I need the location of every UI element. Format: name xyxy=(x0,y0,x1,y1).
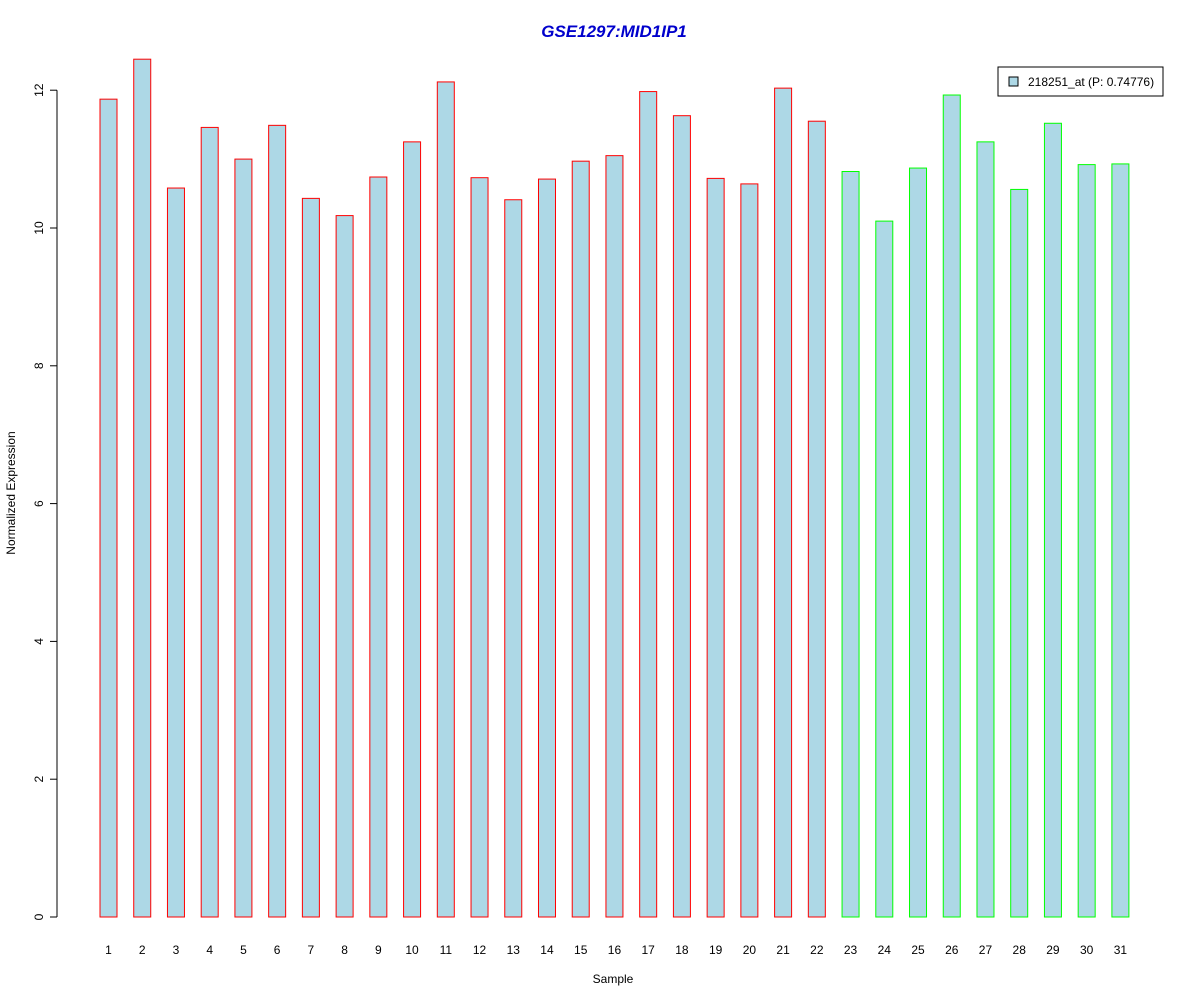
bar-sample-3 xyxy=(166,187,185,918)
y-tick-label: 6 xyxy=(32,500,46,507)
y-axis: 0 2 4 6 8 10 12 xyxy=(32,83,58,920)
x-tick-label: 23 xyxy=(844,943,858,957)
x-tick-label: 7 xyxy=(308,943,315,957)
bar-sample-25 xyxy=(909,167,928,918)
x-tick-label: 2 xyxy=(139,943,146,957)
legend-entry-label: 218251_at (P: 0.74776) xyxy=(1028,75,1154,89)
bar-sample-15 xyxy=(571,160,590,918)
x-tick-label: 5 xyxy=(240,943,247,957)
x-tick-label: 30 xyxy=(1080,943,1094,957)
bar-sample-2 xyxy=(133,58,152,918)
bar-sample-10 xyxy=(403,141,422,918)
bars xyxy=(99,58,1130,918)
legend: 218251_at (P: 0.74776) xyxy=(997,66,1164,97)
x-tick-label: 26 xyxy=(945,943,959,957)
x-axis-label: Sample xyxy=(593,972,634,986)
x-tick-label: 3 xyxy=(173,943,180,957)
bar-sample-8 xyxy=(335,215,354,918)
x-tick-label: 15 xyxy=(574,943,588,957)
bar-sample-1 xyxy=(99,98,118,918)
x-tick-label: 1 xyxy=(105,943,112,957)
x-tick-label: 10 xyxy=(405,943,419,957)
x-tick-label: 11 xyxy=(440,943,453,957)
bar-sample-21 xyxy=(774,87,793,918)
bar-sample-22 xyxy=(807,120,826,918)
x-tick-label: 14 xyxy=(540,943,554,957)
y-tick-label: 12 xyxy=(32,83,46,97)
x-tick-label: 16 xyxy=(608,943,622,957)
x-tick-label: 8 xyxy=(341,943,348,957)
bar-sample-13 xyxy=(504,199,523,918)
bar-sample-17 xyxy=(639,91,658,918)
x-tick-label: 4 xyxy=(206,943,213,957)
x-tick-label: 29 xyxy=(1046,943,1060,957)
y-tick-label: 8 xyxy=(32,362,46,369)
bar-sample-14 xyxy=(537,178,556,918)
bar-sample-6 xyxy=(268,124,287,918)
bar-sample-18 xyxy=(672,115,691,918)
bar-sample-20 xyxy=(740,183,759,918)
bar-sample-29 xyxy=(1043,122,1062,918)
bar-sample-11 xyxy=(436,81,455,918)
x-tick-label: 22 xyxy=(810,943,824,957)
x-tick-label: 20 xyxy=(743,943,757,957)
bar-sample-31 xyxy=(1111,163,1130,918)
x-tick-label: 17 xyxy=(642,943,656,957)
bar-sample-30 xyxy=(1077,164,1096,918)
legend-box xyxy=(997,66,1164,97)
bar-sample-28 xyxy=(1010,188,1029,918)
x-tick-label: 31 xyxy=(1114,943,1128,957)
bar-sample-27 xyxy=(976,141,995,918)
y-tick-label: 10 xyxy=(32,221,46,235)
x-tick-label: 6 xyxy=(274,943,281,957)
x-tick-label: 9 xyxy=(375,943,382,957)
bar-sample-9 xyxy=(369,176,388,918)
x-tick-labels: 1 2 3 4 5 6 7 8 9 10 11 12 13 14 15 16 17 18 19 20 21 22 23 24 2… xyxy=(105,943,1127,957)
y-tick-label: 0 xyxy=(32,913,46,920)
bar-sample-16 xyxy=(605,155,624,918)
x-tick-label: 12 xyxy=(473,943,487,957)
bar-sample-7 xyxy=(301,197,320,918)
x-tick-label: 13 xyxy=(507,943,521,957)
y-axis-label: Normalized Expression xyxy=(4,431,18,554)
y-tick-label: 2 xyxy=(32,776,46,783)
x-tick-label: 28 xyxy=(1013,943,1027,957)
x-tick-label: 27 xyxy=(979,943,993,957)
chart-title: GSE1297:MID1IP1 xyxy=(541,22,687,41)
x-tick-label: 21 xyxy=(776,943,790,957)
x-tick-label: 18 xyxy=(675,943,689,957)
x-tick-label: 24 xyxy=(878,943,892,957)
bar-sample-24 xyxy=(875,220,894,918)
bar-sample-19 xyxy=(706,177,725,918)
bar-sample-26 xyxy=(942,94,961,918)
bar-sample-12 xyxy=(470,177,489,918)
y-tick-label: 4 xyxy=(32,638,46,645)
bar-sample-5 xyxy=(234,158,253,918)
bar-sample-23 xyxy=(841,171,860,918)
x-tick-label: 19 xyxy=(709,943,723,957)
x-tick-label: 25 xyxy=(911,943,925,957)
legend-swatch xyxy=(1008,76,1019,87)
bar-sample-4 xyxy=(200,126,219,918)
